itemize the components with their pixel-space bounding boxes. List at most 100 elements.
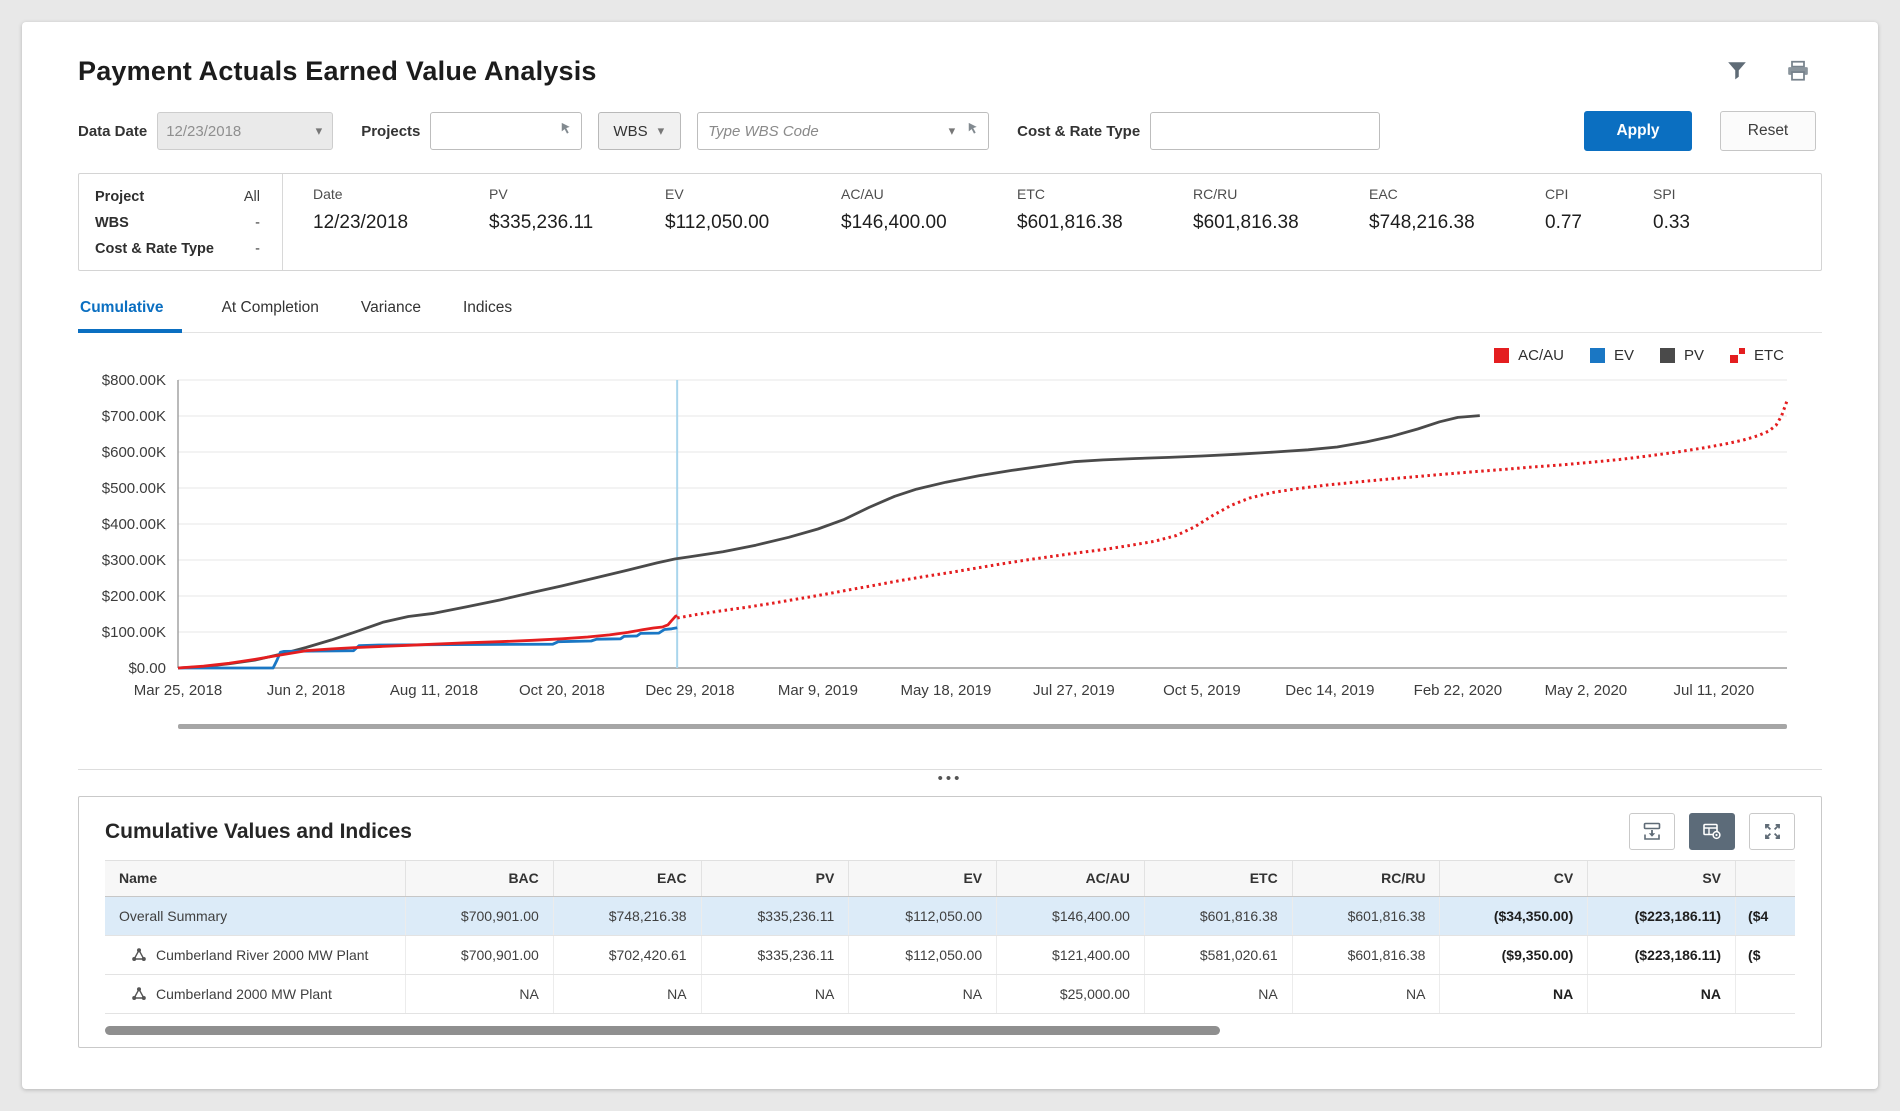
- export-icon[interactable]: [1629, 813, 1675, 850]
- table-header-row: Name BAC EAC PV EV AC/AU ETC RC/RU CV SV: [105, 861, 1795, 897]
- cell-cv: ($9,350.00): [1439, 936, 1587, 974]
- page-title: Payment Actuals Earned Value Analysis: [78, 56, 597, 86]
- scope-row-cost-rate-type: Cost & Rate Type -: [95, 236, 260, 262]
- table-row-overall-summary[interactable]: Overall Summary $700,901.00 $748,216.38 $33…: [105, 897, 1795, 936]
- filter-icon[interactable]: [1726, 60, 1748, 82]
- table-settings-icon[interactable]: [1689, 813, 1735, 850]
- cell-rc-ru: $601,816.38: [1291, 936, 1440, 974]
- project-icon: [132, 948, 146, 961]
- cell-ac-au: $121,400.00: [996, 936, 1144, 974]
- chart-legend: AC/AU EV PV ETC: [78, 347, 1822, 364]
- row-name: Overall Summary: [119, 908, 228, 924]
- cost-rate-type-input[interactable]: [1150, 112, 1381, 150]
- metric-value: $112,050.00: [665, 212, 770, 233]
- column-header-cv[interactable]: CV: [1439, 861, 1587, 896]
- wbs-dropdown-button[interactable]: WBS ▾: [598, 112, 682, 150]
- panel-title: Cumulative Values and Indices: [105, 819, 412, 843]
- wbs-code-input[interactable]: [706, 121, 947, 141]
- wbs-dropdown-label: WBS: [613, 122, 648, 140]
- projects-input[interactable]: [439, 121, 559, 141]
- metric-etc: ETC $601,816.38: [1017, 186, 1193, 270]
- table-toolbar: [1629, 813, 1795, 850]
- column-header-ev[interactable]: EV: [848, 861, 996, 896]
- table-row-cumberland-river-2000-mw-plant[interactable]: Cumberland River 2000 MW Plant $700,901.0…: [105, 936, 1795, 975]
- column-header-sv[interactable]: SV: [1587, 861, 1735, 896]
- row-name-cell: Cumberland 2000 MW Plant: [105, 975, 405, 1013]
- legend-label: PV: [1683, 347, 1704, 364]
- row-name-cell: Overall Summary: [105, 897, 405, 935]
- scope-label: WBS: [95, 215, 129, 231]
- panel-resize-divider[interactable]: •••: [78, 769, 1822, 788]
- metric-pv: PV $335,236.11: [489, 186, 665, 270]
- metric-value: $748,216.38: [1369, 212, 1475, 233]
- cell-eac: $702,420.61: [552, 936, 701, 974]
- tabbar: Cumulative At Completion Variance Indices: [78, 295, 1822, 333]
- projects-input-group: [430, 112, 583, 150]
- table-scrollbar-track: [105, 1026, 1795, 1035]
- apply-button[interactable]: Apply: [1584, 111, 1692, 151]
- column-header-ac-au[interactable]: AC/AU: [996, 861, 1144, 896]
- row-name-cell: Cumberland River 2000 MW Plant: [105, 936, 405, 974]
- svg-text:Oct 20, 2018: Oct 20, 2018: [519, 682, 605, 699]
- data-date-select[interactable]: 12/23/2018 ▾: [157, 112, 334, 150]
- svg-text:Jun 2, 2018: Jun 2, 2018: [267, 682, 345, 699]
- svg-text:Oct 5, 2019: Oct 5, 2019: [1163, 682, 1241, 699]
- row-name: Cumberland River 2000 MW Plant: [156, 947, 369, 963]
- reset-button[interactable]: Reset: [1720, 111, 1816, 151]
- metric-spi: SPI 0.33: [1653, 186, 1761, 270]
- cell-bac: $700,901.00: [405, 897, 553, 935]
- print-icon[interactable]: [1786, 60, 1810, 82]
- svg-text:Jul 11, 2020: Jul 11, 2020: [1674, 682, 1755, 699]
- filter-bar: Data Date 12/23/2018 ▾ Projects WBS ▾ ▾ …: [78, 111, 1822, 151]
- svg-text:$700.00K: $700.00K: [102, 408, 166, 425]
- column-header-etc[interactable]: ETC: [1143, 861, 1292, 896]
- expand-icon[interactable]: [1749, 813, 1795, 850]
- column-header-name[interactable]: Name: [119, 870, 158, 886]
- scope-row-project: Project All: [95, 184, 260, 210]
- svg-text:$800.00K: $800.00K: [102, 372, 166, 389]
- table-body: Overall Summary $700,901.00 $748,216.38 $33…: [105, 897, 1795, 1014]
- cell-ev: $112,050.00: [848, 936, 996, 974]
- cell-truncated: ($: [1735, 936, 1795, 974]
- data-date-label: Data Date: [78, 122, 148, 140]
- column-header-eac[interactable]: EAC: [552, 861, 701, 896]
- chevron-down-icon[interactable]: ▾: [948, 123, 956, 138]
- cell-truncated: ($4: [1735, 897, 1795, 935]
- column-header-bac[interactable]: BAC: [405, 861, 553, 896]
- legend-swatch: [1494, 348, 1510, 363]
- tab-indices[interactable]: Indices: [462, 299, 513, 316]
- metric-label: PV: [489, 186, 508, 202]
- scope-row-wbs: WBS -: [95, 210, 260, 236]
- summary-metrics: Date 12/23/2018 PV $335,236.11 EV $112,050.00…: [283, 174, 1821, 270]
- main-card: Payment Actuals Earned Value Analysis Da…: [22, 22, 1878, 1089]
- tab-at-completion[interactable]: At Completion: [221, 299, 319, 316]
- metric-label: ETC: [1017, 186, 1045, 202]
- wbs-code-group: ▾: [697, 112, 990, 150]
- series-pv: [177, 414, 1480, 670]
- column-header-rc-ru[interactable]: RC/RU: [1291, 861, 1440, 896]
- metric-label: CPI: [1545, 186, 1569, 202]
- scope-label: Cost & Rate Type: [95, 241, 214, 257]
- svg-text:$100.00K: $100.00K: [102, 624, 166, 641]
- pick-icon[interactable]: [558, 121, 573, 141]
- cell-ac-au: $146,400.00: [996, 897, 1144, 935]
- svg-text:Jul 27, 2019: Jul 27, 2019: [1033, 682, 1115, 699]
- tab-variance[interactable]: Variance: [360, 299, 421, 316]
- svg-text:Dec 29, 2018: Dec 29, 2018: [645, 682, 734, 699]
- legend-swatch-dotted: [1730, 348, 1745, 363]
- chart-scrollbar[interactable]: [178, 724, 1787, 729]
- cell-rc-ru: $601,816.38: [1291, 897, 1440, 935]
- chart-section: AC/AU EV PV ETC $0.00 $100.00K $200.00K $300.0…: [78, 347, 1822, 729]
- metric-value: $601,816.38: [1017, 212, 1123, 233]
- metric-label: RC/RU: [1193, 186, 1238, 202]
- table-row-cumberland-2000-mw-plant[interactable]: Cumberland 2000 MW Plant NA NA NA NA $25,000.…: [105, 975, 1795, 1014]
- projects-label: Projects: [361, 122, 421, 140]
- svg-text:$300.00K: $300.00K: [102, 552, 166, 569]
- tab-cumulative[interactable]: Cumulative: [78, 295, 182, 333]
- column-header-pv[interactable]: PV: [700, 861, 849, 896]
- table-scrollbar-thumb[interactable]: [105, 1026, 1221, 1035]
- metric-ac-au: AC/AU $146,400.00: [841, 186, 1017, 270]
- pick-icon[interactable]: [965, 121, 980, 141]
- cell-ev: $112,050.00: [848, 897, 996, 935]
- metric-value: 0.33: [1653, 212, 1690, 233]
